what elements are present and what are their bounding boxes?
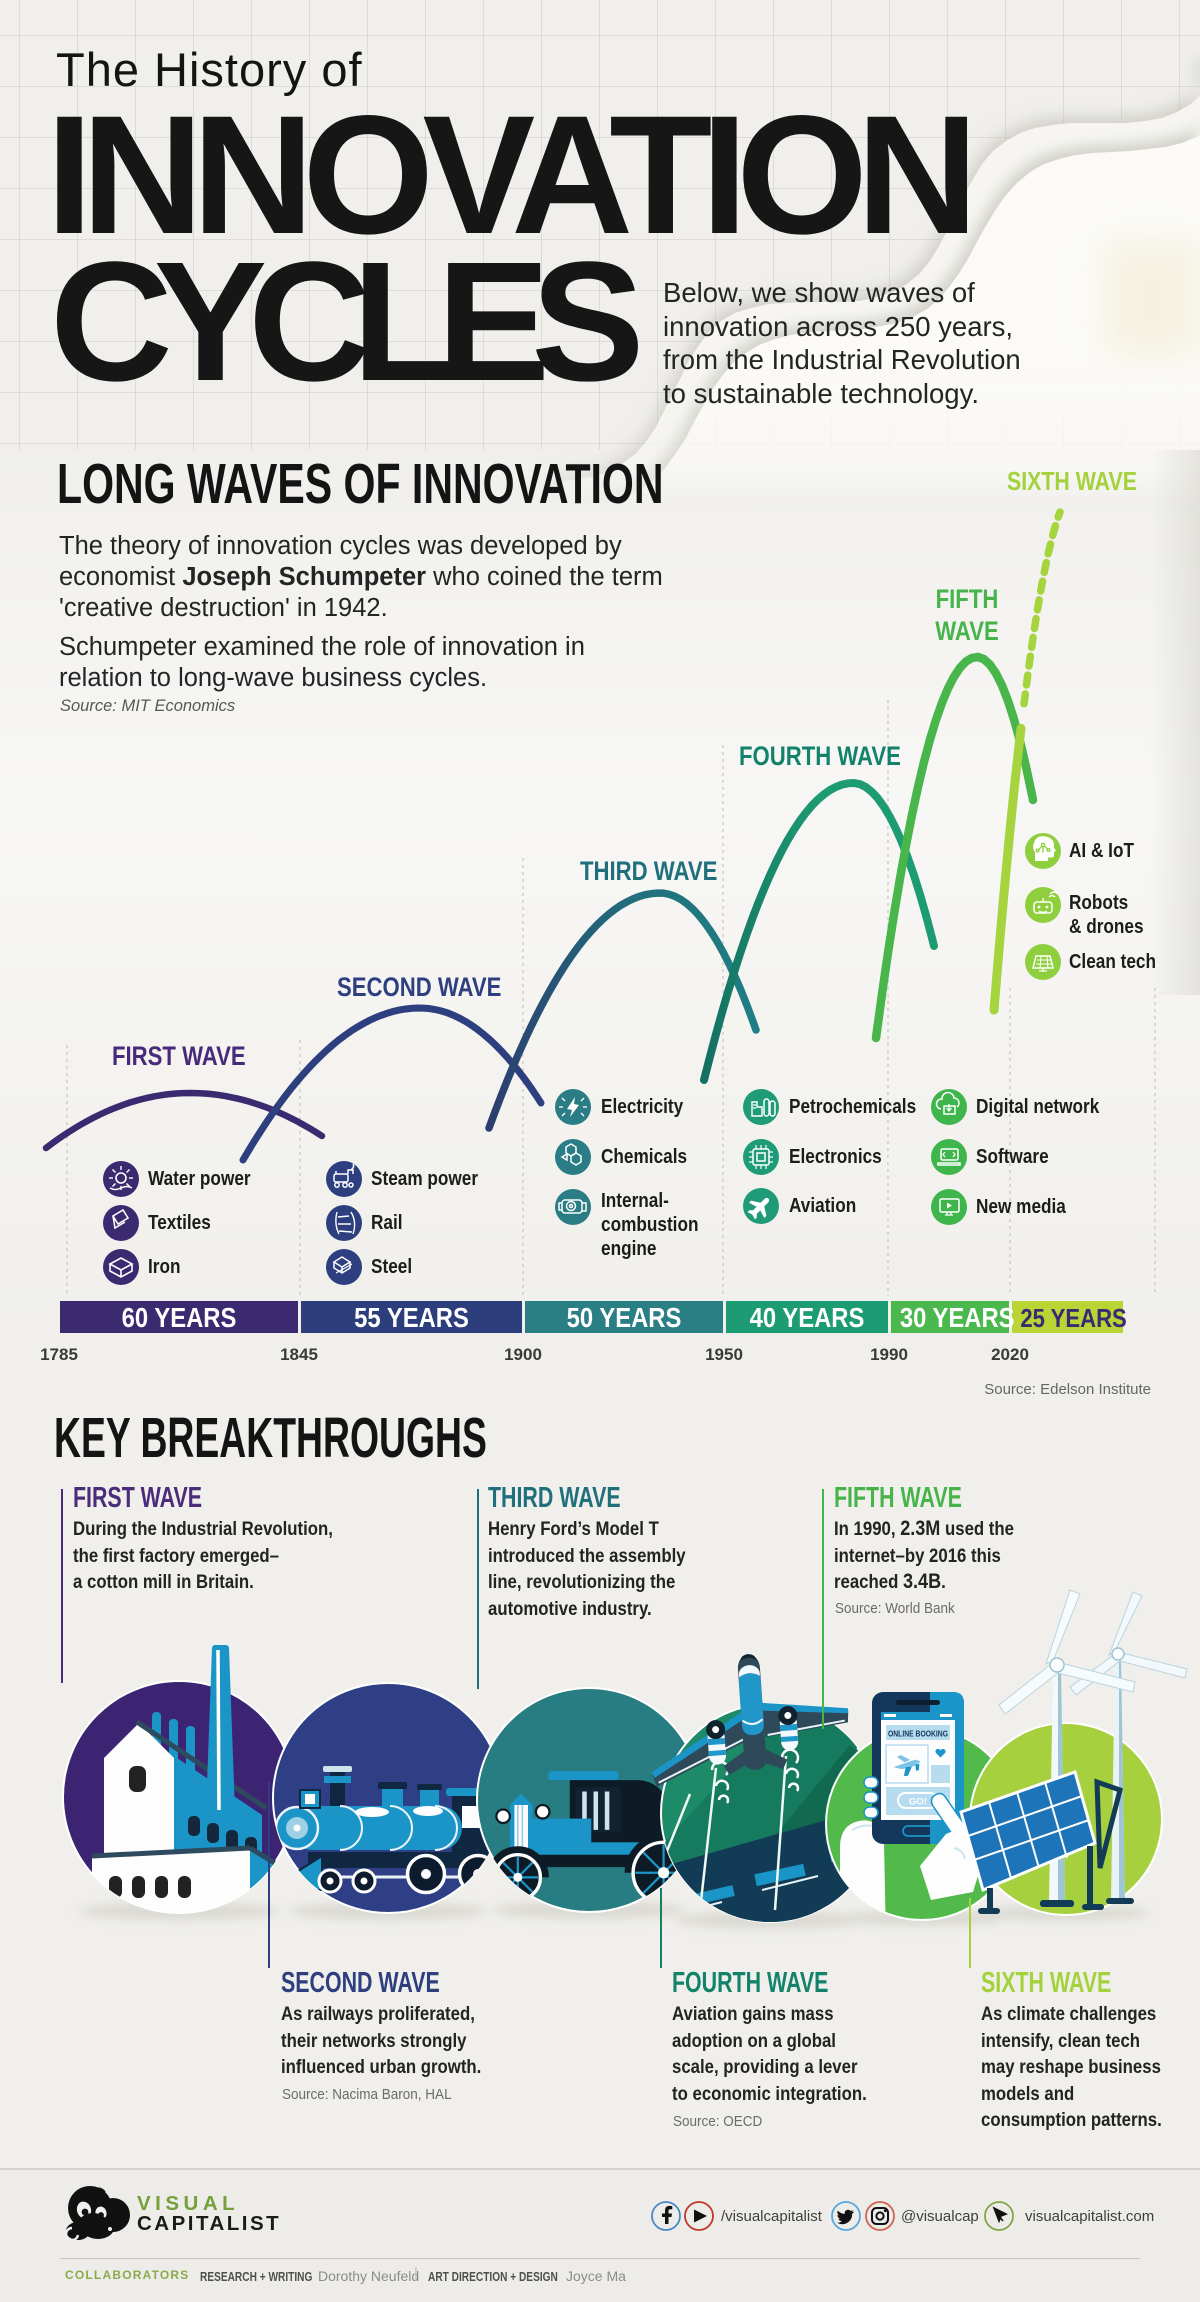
- svg-text:GO!: GO!: [909, 1797, 927, 1808]
- svg-text:ONLINE BOOKING: ONLINE BOOKING: [888, 1729, 948, 1739]
